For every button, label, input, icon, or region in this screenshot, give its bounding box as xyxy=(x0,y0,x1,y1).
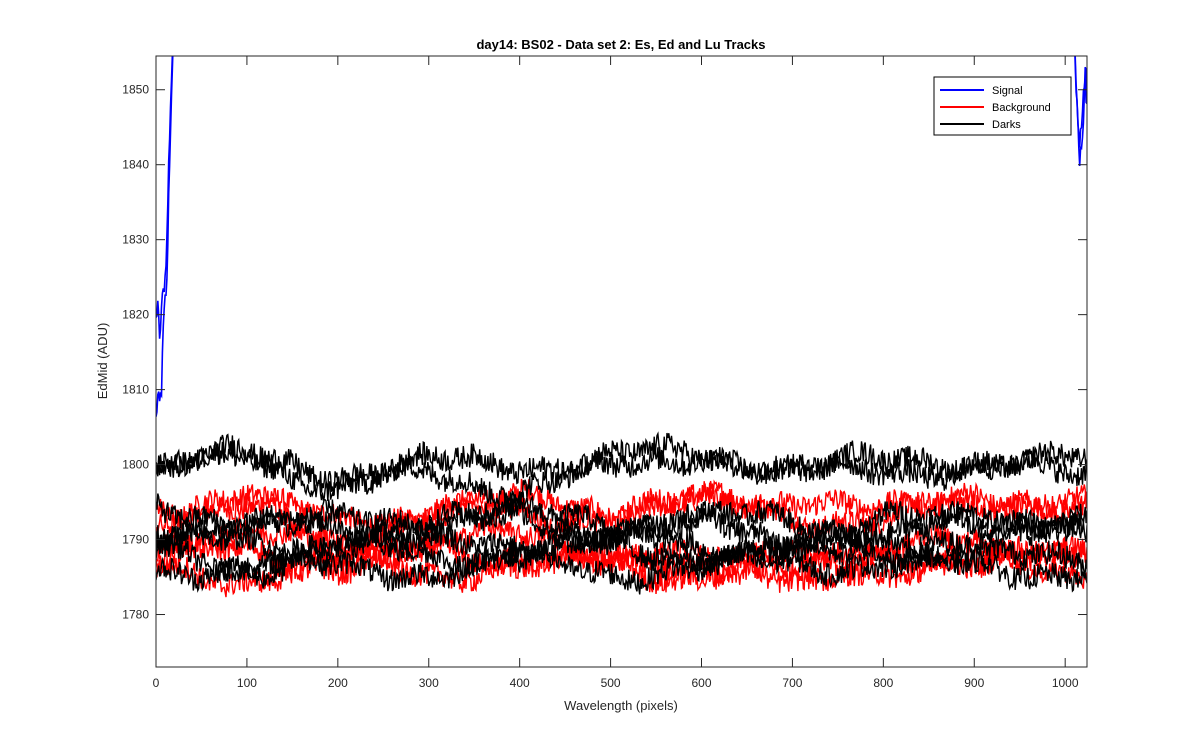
y-tick-label: 1820 xyxy=(122,308,149,322)
x-tick-label: 1000 xyxy=(1052,676,1079,690)
x-tick-label: 600 xyxy=(691,676,711,690)
y-tick-label: 1830 xyxy=(122,233,149,247)
x-tick-label: 900 xyxy=(964,676,984,690)
series-line-signal-1-1 xyxy=(1074,56,1087,148)
y-tick-label: 1800 xyxy=(122,458,149,472)
x-tick-label: 700 xyxy=(782,676,802,690)
series-layer xyxy=(156,56,1087,598)
y-tick-label: 1790 xyxy=(122,533,149,547)
y-tick-label: 1840 xyxy=(122,158,149,172)
x-tick-label: 500 xyxy=(601,676,621,690)
y-axis-label: EdMid (ADU) xyxy=(95,323,110,400)
series-line-darks-13 xyxy=(156,540,1087,595)
y-tick-label: 1780 xyxy=(122,608,149,622)
series-line-signal-1-0 xyxy=(156,56,174,339)
series-line-darks-11 xyxy=(156,512,1087,567)
y-axis: 1780 1790 1800 1810 1820 1830 1840 1850 xyxy=(122,83,1087,622)
x-tick-label: 800 xyxy=(873,676,893,690)
legend-label-background: Background xyxy=(992,102,1051,114)
series-line-darks-8 xyxy=(156,441,1087,507)
x-tick-label: 0 xyxy=(153,676,160,690)
axes-box xyxy=(155,55,1088,668)
chart-title: day14: BS02 - Data set 2: Es, Ed and Lu … xyxy=(476,37,765,52)
legend-label-darks: Darks xyxy=(992,119,1021,131)
x-tick-label: 200 xyxy=(328,676,348,690)
legend-label-signal: Signal xyxy=(992,85,1023,97)
y-tick-label: 1850 xyxy=(122,83,149,97)
x-tick-label: 400 xyxy=(510,676,530,690)
series-line-darks-10 xyxy=(156,495,1087,563)
x-axis: 0 100 200 300 400 500 600 700 800 900 1000 xyxy=(153,56,1079,690)
x-tick-label: 100 xyxy=(237,676,257,690)
legend: Signal Background Darks xyxy=(933,76,1072,136)
y-tick-label: 1810 xyxy=(122,383,149,397)
x-tick-label: 300 xyxy=(419,676,439,690)
x-axis-label: Wavelength (pixels) xyxy=(564,698,678,713)
